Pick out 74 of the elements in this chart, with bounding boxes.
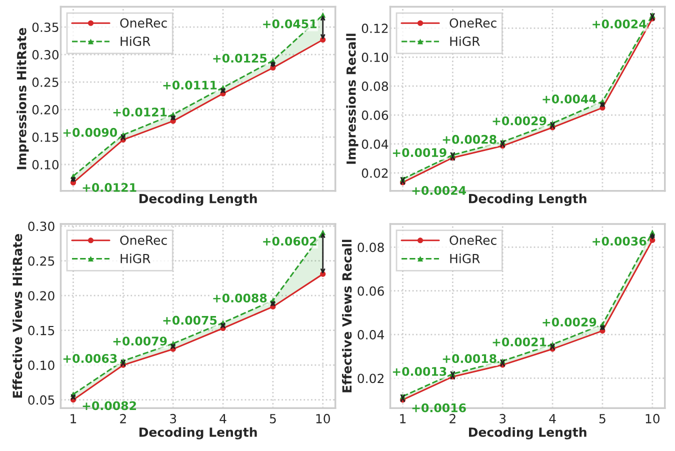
annotation: +0.0029 — [542, 318, 596, 327]
y-tick-label: 0.06 — [362, 110, 388, 120]
x-tick-label: 5 — [599, 414, 606, 424]
y-tick-label: 0.05 — [28, 395, 54, 405]
annotation: +0.0013 — [392, 366, 446, 376]
legend-label: HiGR — [450, 36, 480, 46]
annotation: +0.0090 — [63, 128, 118, 137]
x-tick-label: 1 — [400, 414, 406, 424]
legend-label: OneRec — [450, 236, 496, 245]
annotation: +0.0111 — [163, 80, 217, 90]
x-tick-label: 3 — [170, 414, 176, 424]
y-tick-label: 0.35 — [32, 22, 58, 32]
y-tick-label: 0.08 — [362, 82, 388, 92]
y-tick-label: 0.06 — [358, 286, 384, 296]
annotation: +0.0121 — [82, 183, 136, 192]
annotation: +0.0028 — [442, 134, 496, 144]
annotation: +0.0016 — [412, 403, 466, 412]
annotation: +0.0088 — [213, 294, 267, 302]
x-axis-title: Decoding Length — [469, 427, 586, 440]
y-tick-label: 0.30 — [28, 222, 54, 232]
x-tick-label: 1 — [70, 414, 76, 424]
x-tick-label: 3 — [500, 414, 506, 424]
x-axis-title: Decoding Length — [469, 194, 586, 206]
y-tick-label: 0.02 — [362, 168, 388, 178]
x-tick-label: 2 — [120, 414, 126, 424]
y-tick-label: 0.20 — [28, 291, 54, 301]
y-tick-label: 0.15 — [32, 132, 58, 142]
x-tick-label: 4 — [220, 414, 226, 424]
annotation: +0.0018 — [442, 354, 496, 364]
x-tick-label: 5 — [270, 414, 276, 424]
x-axis-title: Decoding Length — [139, 194, 257, 206]
x-tick-label: 10 — [316, 414, 330, 424]
annotation: +0.0044 — [542, 94, 596, 104]
y-axis-title: Effective Views HitRate — [12, 234, 22, 398]
annotation: +0.0075 — [163, 316, 217, 325]
x-axis-title: Decoding Length — [139, 427, 257, 440]
legend-label: HiGR — [120, 254, 150, 264]
annotation: +0.0036 — [592, 236, 646, 246]
legend-label: OneRec — [120, 236, 167, 245]
y-tick-label: 0.25 — [28, 256, 54, 266]
annotation: +0.0019 — [392, 148, 446, 158]
y-axis-title: Impressions Recall — [346, 34, 358, 164]
y-axis-title: Impressions HitRate — [16, 28, 29, 170]
annotation: +0.0063 — [63, 354, 117, 363]
y-tick-label: 0.25 — [32, 78, 58, 87]
annotation: +0.0024 — [412, 186, 466, 195]
y-tick-label: 0.04 — [358, 330, 384, 340]
y-axis-title: Effective Views Recall — [342, 240, 352, 392]
legend-label: HiGR — [450, 254, 480, 264]
y-tick-label: 0.02 — [358, 374, 384, 384]
y-tick-label: 0.30 — [32, 50, 59, 60]
annotation: +0.0451 — [263, 19, 317, 28]
annotation: +0.0121 — [113, 108, 167, 117]
y-tick-label: 0.04 — [362, 139, 388, 149]
x-tick-label: 10 — [646, 414, 660, 424]
annotation: +0.0021 — [492, 337, 546, 346]
legend-label: OneRec — [120, 18, 167, 28]
y-tick-label: 0.10 — [28, 360, 54, 370]
x-tick-label: 4 — [549, 414, 556, 424]
annotation: +0.0079 — [113, 336, 167, 346]
annotation: +0.0602 — [263, 236, 316, 246]
annotation: +0.0024 — [592, 20, 646, 28]
y-tick-label: 0.12 — [362, 24, 388, 34]
legend-label: HiGR — [120, 36, 150, 46]
x-tick-label: 2 — [450, 414, 456, 424]
y-tick-label: 0.08 — [358, 242, 384, 252]
y-tick-label: 0.10 — [32, 160, 59, 170]
annotation: +0.0125 — [213, 54, 267, 63]
legend-label: OneRec — [450, 18, 496, 28]
y-tick-label: 0.15 — [28, 326, 54, 336]
annotation: +0.0029 — [492, 116, 546, 126]
y-tick-label: 0.10 — [362, 52, 388, 62]
y-tick-label: 0.20 — [32, 105, 59, 114]
annotation: +0.0082 — [82, 401, 136, 410]
